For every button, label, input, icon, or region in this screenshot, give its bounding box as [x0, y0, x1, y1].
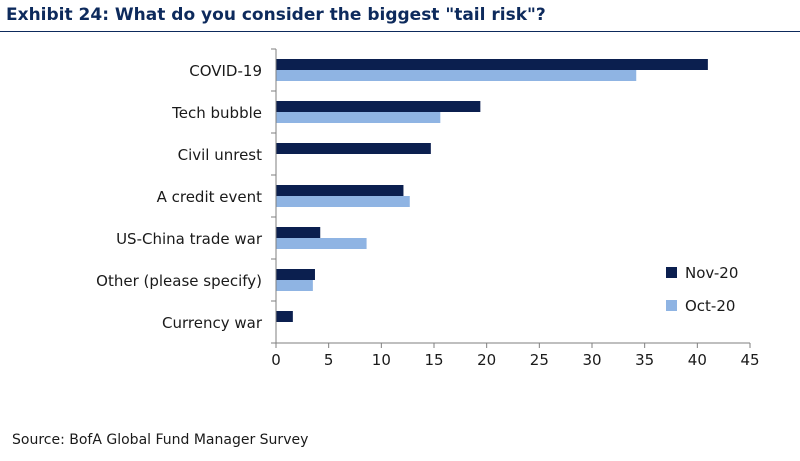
category-label: Civil unrest: [178, 146, 263, 164]
x-tick-label: 0: [271, 351, 281, 369]
x-tick-label: 45: [740, 351, 759, 369]
x-tick-label: 25: [530, 351, 549, 369]
legend-swatch-oct: [666, 300, 677, 311]
bar-oct: [276, 280, 313, 291]
x-tick-label: 5: [324, 351, 334, 369]
category-label: US-China trade war: [116, 230, 263, 248]
bar-nov: [276, 101, 481, 112]
x-tick-label: 30: [582, 351, 601, 369]
category-label: COVID-19: [189, 62, 262, 80]
category-label: Tech bubble: [171, 104, 262, 122]
title-divider: [0, 31, 800, 32]
bar-chart: COVID-19 Tech bubble Civil unrest A credit …: [96, 48, 760, 369]
chart-title: Exhibit 24: What do you consider the big…: [6, 5, 546, 25]
x-tick-label: 10: [372, 351, 391, 369]
legend-label-nov: Nov-20: [685, 264, 738, 282]
category-label: A credit event: [157, 188, 263, 206]
category-label: Currency war: [162, 314, 263, 332]
category-label: Other (please specify): [96, 272, 262, 290]
x-tick-label: 20: [477, 351, 496, 369]
source-note: Source: BofA Global Fund Manager Survey: [12, 432, 309, 448]
x-tick-label: 35: [635, 351, 654, 369]
bar-nov: [276, 143, 431, 154]
x-tick-label: 15: [424, 351, 443, 369]
bar-nov: [276, 311, 293, 322]
bar-nov: [276, 59, 708, 70]
bar-oct: [276, 238, 367, 249]
legend-swatch-nov: [666, 267, 677, 278]
bar-oct: [276, 112, 441, 123]
x-tick-label: 40: [688, 351, 707, 369]
bar-nov: [276, 227, 321, 238]
bar-nov: [276, 185, 404, 196]
legend-label-oct: Oct-20: [685, 297, 735, 315]
bar-oct: [276, 70, 637, 81]
bar-nov: [276, 269, 315, 280]
bar-oct: [276, 196, 410, 207]
